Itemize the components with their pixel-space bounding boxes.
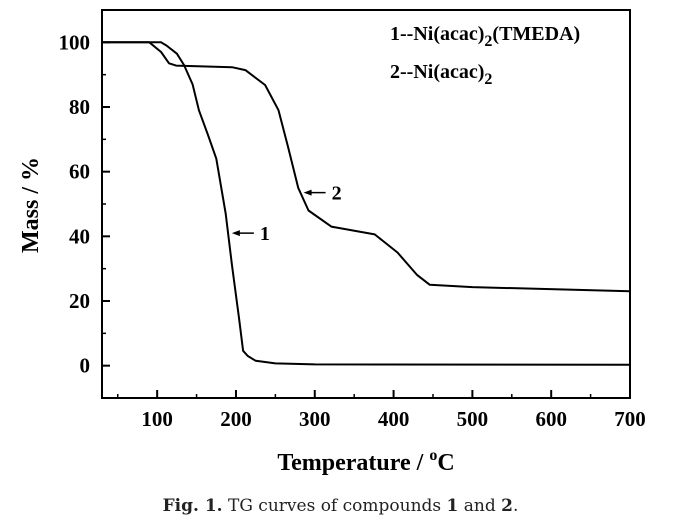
y-tick-label: 40 (69, 224, 90, 248)
curve-2 (102, 41, 631, 293)
tg-chart: 100 200 300 400 500 600 700 0 20 40 60 80 100 1 2 1--… (18, 9, 646, 476)
x-tick-label: 600 (535, 407, 567, 431)
y-tick-label: 60 (69, 160, 90, 184)
y-tick-label: 100 (59, 30, 91, 54)
x-tick-label: 700 (614, 407, 646, 431)
x-tick-label: 200 (220, 407, 252, 431)
y-axis-label: Mass / % (18, 157, 44, 253)
figure-caption: Fig. 1. TG curves of compounds 1 and 2. (162, 496, 519, 516)
curve-label-2: 2 (332, 183, 342, 205)
y-tick-label: 0 (80, 354, 91, 378)
arrow-head-2 (303, 189, 312, 196)
arrow-head-1 (231, 230, 240, 237)
y-tick-label: 80 (69, 95, 90, 119)
x-tick-label: 500 (457, 407, 489, 431)
x-tick-label: 400 (378, 407, 410, 431)
legend-entry-1: 1--Ni(acac)2(TMEDA) (390, 23, 580, 50)
legend-entry-2: 2--Ni(acac)2 (390, 61, 492, 88)
plot-frame (101, 9, 631, 399)
x-axis-label: Temperature / oC (277, 447, 454, 476)
curve-1 (102, 41, 631, 366)
x-tick-label: 100 (141, 407, 173, 431)
y-tick-label: 20 (69, 289, 90, 313)
curve-label-1: 1 (260, 223, 270, 245)
x-tick-label: 300 (299, 407, 331, 431)
